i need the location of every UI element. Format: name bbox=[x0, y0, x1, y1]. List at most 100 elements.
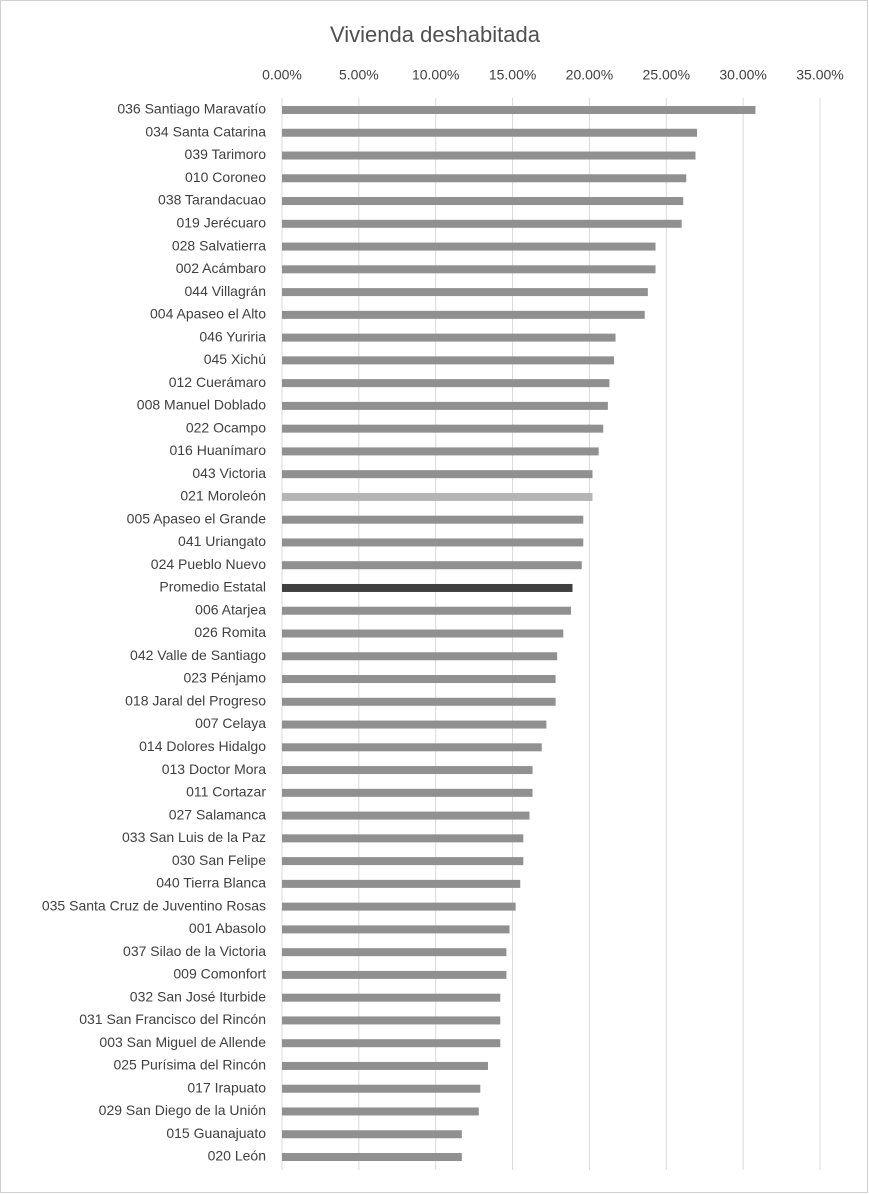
y-tick-label: 008 Manuel Doblado bbox=[137, 397, 266, 413]
y-tick-label: 009 Comonfort bbox=[173, 966, 266, 982]
y-tick-label: 021 Moroleón bbox=[180, 488, 266, 504]
bar bbox=[282, 1107, 479, 1116]
bar bbox=[282, 174, 687, 183]
bar bbox=[282, 197, 684, 206]
bar bbox=[282, 697, 556, 706]
y-tick-label: 045 Xichú bbox=[204, 351, 266, 367]
y-tick-label: 013 Doctor Mora bbox=[162, 761, 266, 777]
y-tick-label: 024 Pueblo Nuevo bbox=[151, 556, 266, 572]
x-tick-label: 25.00% bbox=[643, 67, 690, 83]
bar bbox=[282, 766, 533, 775]
y-tick-label: 023 Pénjamo bbox=[183, 670, 266, 686]
x-tick-label: 30.00% bbox=[719, 67, 766, 83]
x-tick-label: 5.00% bbox=[339, 67, 379, 83]
bar bbox=[282, 310, 645, 319]
x-tick-label: 15.00% bbox=[489, 67, 536, 83]
bar bbox=[282, 652, 558, 661]
y-tick-label: 005 Apaseo el Grande bbox=[127, 510, 267, 526]
x-tick-label: 20.00% bbox=[566, 67, 613, 83]
y-tick-label: 020 León bbox=[208, 1148, 266, 1164]
bar bbox=[282, 561, 582, 570]
y-tick-label: 027 Salamanca bbox=[169, 806, 267, 822]
y-tick-label: 046 Yuriria bbox=[199, 328, 266, 344]
bar bbox=[282, 1039, 501, 1048]
bar bbox=[282, 379, 610, 388]
bar bbox=[282, 424, 604, 433]
bar bbox=[282, 675, 556, 684]
y-tick-label: 043 Victoria bbox=[192, 465, 266, 481]
bar bbox=[282, 879, 521, 888]
y-tick-label: 037 Silao de la Victoria bbox=[123, 943, 266, 959]
bar bbox=[282, 1153, 462, 1161]
bar bbox=[282, 902, 516, 911]
y-tick-label: 015 Guanajuato bbox=[166, 1125, 266, 1141]
y-tick-label: 035 Santa Cruz de Juventino Rosas bbox=[42, 897, 266, 913]
bar bbox=[282, 151, 696, 160]
y-tick-label: 030 San Felipe bbox=[172, 852, 266, 868]
bar bbox=[282, 447, 599, 456]
bar bbox=[282, 333, 616, 342]
y-tick-label: 028 Salvatierra bbox=[172, 237, 266, 253]
bar bbox=[282, 1016, 501, 1025]
bar bbox=[282, 606, 571, 615]
y-tick-label: 036 Santiago Maravatío bbox=[117, 101, 266, 117]
y-tick-label: 012 Cuerámaro bbox=[169, 374, 266, 390]
y-tick-label: 016 Huanímaro bbox=[169, 442, 266, 458]
y-tick-label: 017 Irapuato bbox=[187, 1079, 266, 1095]
y-tick-label: 001 Abasolo bbox=[189, 920, 266, 936]
y-tick-label: 002 Acámbaro bbox=[176, 260, 266, 276]
bar bbox=[282, 948, 507, 957]
y-tick-label: 041 Uriangato bbox=[178, 533, 266, 549]
bar bbox=[282, 834, 524, 843]
bar bbox=[282, 857, 524, 866]
bar bbox=[282, 993, 501, 1002]
y-tick-label: 040 Tierra Blanca bbox=[156, 875, 266, 891]
bar bbox=[282, 1061, 488, 1070]
y-tick-label: 004 Apaseo el Alto bbox=[150, 306, 266, 322]
bar bbox=[282, 265, 656, 274]
bar bbox=[282, 492, 593, 501]
y-tick-label: 031 San Francisco del Rincón bbox=[79, 1011, 266, 1027]
y-tick-label: Promedio Estatal bbox=[159, 579, 266, 595]
y-tick-label: 010 Coroneo bbox=[185, 169, 266, 185]
bar bbox=[282, 1084, 481, 1093]
bar bbox=[282, 811, 530, 820]
y-tick-label: 018 Jaral del Progreso bbox=[125, 692, 266, 708]
bar bbox=[282, 401, 608, 410]
y-tick-label: 032 San José Iturbide bbox=[130, 988, 266, 1004]
bar bbox=[282, 538, 584, 547]
y-tick-label: 039 Tarimoro bbox=[185, 146, 267, 162]
bar bbox=[282, 925, 510, 934]
bar bbox=[282, 743, 542, 752]
bar bbox=[282, 1130, 462, 1139]
bar bbox=[282, 242, 656, 251]
bar bbox=[282, 470, 593, 479]
y-tick-label: 025 Purísima del Rincón bbox=[113, 1057, 266, 1073]
bar bbox=[282, 720, 547, 729]
y-tick-label: 014 Dolores Hidalgo bbox=[139, 738, 266, 754]
y-tick-label: 042 Valle de Santiago bbox=[130, 647, 266, 663]
y-tick-label: 019 Jerécuaro bbox=[176, 215, 266, 231]
bar bbox=[282, 788, 533, 797]
x-tick-label: 35.00% bbox=[796, 67, 843, 83]
bar bbox=[282, 515, 584, 524]
x-tick-label: 10.00% bbox=[412, 67, 459, 83]
bar bbox=[282, 356, 615, 365]
bar bbox=[282, 629, 564, 638]
y-tick-label: 011 Cortazar bbox=[186, 784, 266, 800]
bar bbox=[282, 970, 507, 979]
y-tick-label: 003 San Miguel de Allende bbox=[99, 1034, 266, 1050]
y-tick-label: 044 Villagrán bbox=[185, 283, 266, 299]
y-tick-label: 038 Tarandacuao bbox=[158, 192, 266, 208]
bar bbox=[282, 128, 698, 137]
chart-title: Vivienda deshabitada bbox=[330, 22, 541, 47]
y-tick-label: 026 Romita bbox=[194, 624, 266, 640]
bar bbox=[282, 583, 573, 592]
bar bbox=[282, 288, 648, 297]
y-tick-label: 022 Ocampo bbox=[186, 419, 266, 435]
bar bbox=[282, 106, 756, 114]
x-tick-label: 0.00% bbox=[262, 67, 302, 83]
y-tick-label: 033 San Luis de la Paz bbox=[122, 829, 266, 845]
y-tick-label: 034 Santa Catarina bbox=[145, 123, 266, 139]
